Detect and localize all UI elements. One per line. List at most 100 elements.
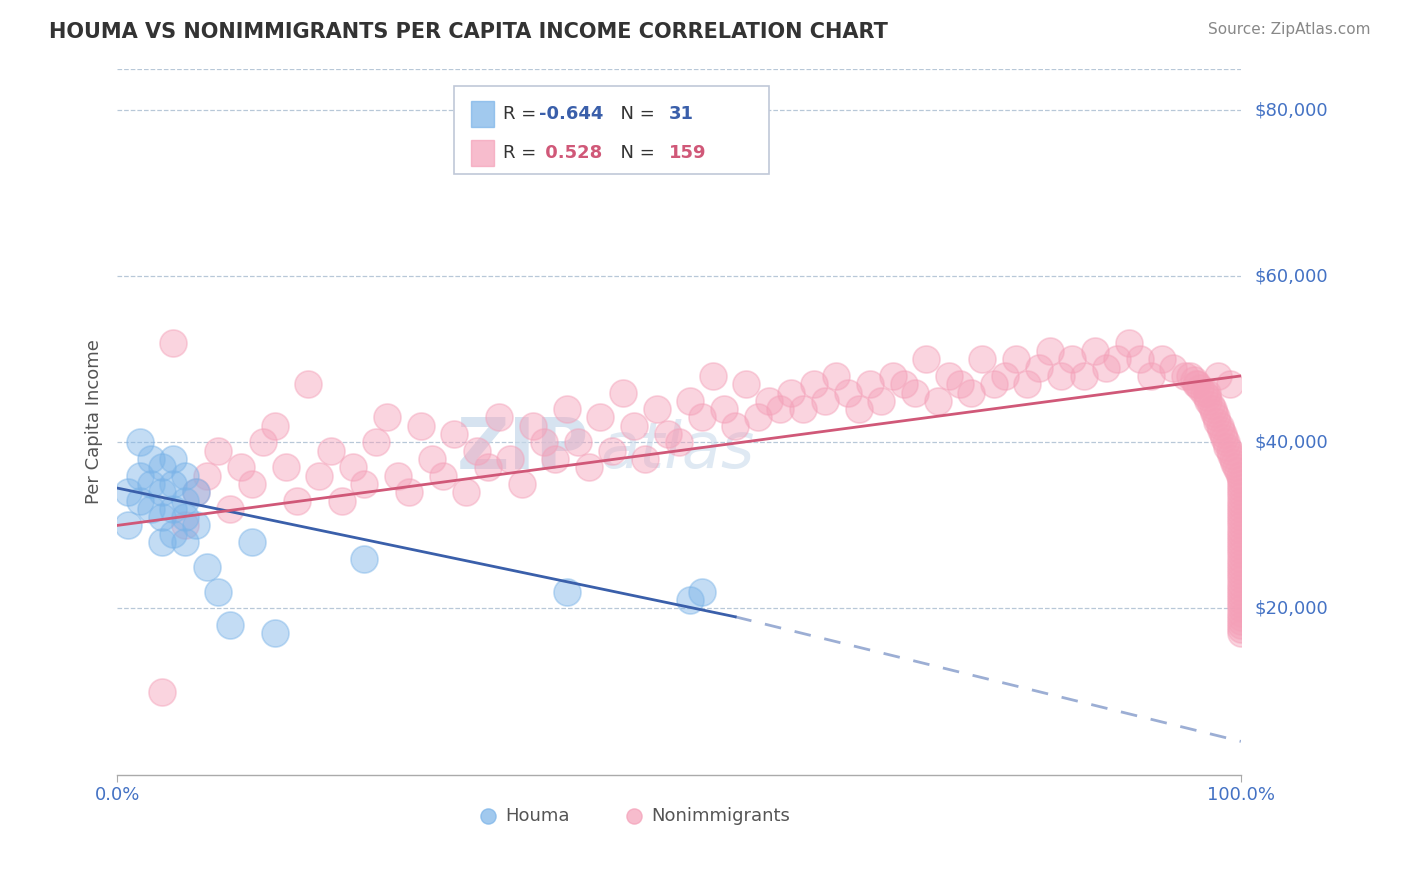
Point xyxy=(1208,418,1230,433)
Point xyxy=(1230,518,1253,533)
Point xyxy=(1230,593,1253,607)
Point xyxy=(949,377,972,392)
Point xyxy=(1202,406,1225,420)
Point xyxy=(1199,398,1222,412)
Point xyxy=(1213,431,1236,445)
Point xyxy=(679,593,702,607)
Point xyxy=(1230,618,1253,632)
Point xyxy=(893,377,915,392)
Point xyxy=(240,476,263,491)
Point xyxy=(1230,568,1253,582)
Point xyxy=(555,585,578,599)
Point xyxy=(1230,585,1253,599)
Point xyxy=(150,485,173,500)
Point xyxy=(1050,368,1073,383)
Point xyxy=(218,618,240,632)
Point xyxy=(1226,465,1249,479)
Y-axis label: Per Capita Income: Per Capita Income xyxy=(86,339,103,504)
Point xyxy=(1230,506,1253,520)
Point xyxy=(1192,385,1215,400)
Point xyxy=(353,476,375,491)
Point xyxy=(477,767,499,781)
Text: $20,000: $20,000 xyxy=(1254,599,1329,617)
Point xyxy=(1219,377,1241,392)
Point xyxy=(713,402,735,417)
Point xyxy=(173,518,195,533)
Point xyxy=(443,427,465,442)
Point xyxy=(825,368,848,383)
Point xyxy=(488,410,510,425)
Point xyxy=(297,377,319,392)
Point xyxy=(162,335,184,350)
Point xyxy=(128,468,150,483)
FancyBboxPatch shape xyxy=(471,140,494,167)
Point xyxy=(285,493,308,508)
Point xyxy=(274,460,297,475)
Point xyxy=(1219,448,1241,462)
Point xyxy=(1230,526,1253,541)
Point xyxy=(983,377,1005,392)
Point xyxy=(848,402,870,417)
Point xyxy=(1230,601,1253,615)
Point xyxy=(263,626,285,640)
Point xyxy=(1202,402,1225,417)
Text: ZIP: ZIP xyxy=(457,416,589,484)
Point xyxy=(1129,352,1152,367)
Point xyxy=(1230,560,1253,574)
Point xyxy=(1185,377,1208,392)
Point xyxy=(994,368,1017,383)
Point xyxy=(1205,410,1227,425)
Point xyxy=(1230,622,1253,636)
Point xyxy=(859,377,882,392)
Point xyxy=(1230,609,1253,624)
Point xyxy=(1229,468,1251,483)
Point xyxy=(1152,352,1174,367)
Point xyxy=(612,385,634,400)
Point xyxy=(117,518,139,533)
Point xyxy=(1230,573,1253,587)
Point xyxy=(837,385,859,400)
Point xyxy=(702,368,724,383)
Point xyxy=(398,485,420,500)
Point xyxy=(1073,368,1095,383)
Point xyxy=(1230,523,1253,537)
Point xyxy=(432,468,454,483)
Point xyxy=(870,393,893,408)
Point xyxy=(150,510,173,524)
Point xyxy=(263,418,285,433)
Point xyxy=(1118,335,1140,350)
Point xyxy=(589,410,612,425)
Text: Nonimmigrants: Nonimmigrants xyxy=(651,806,790,824)
Point xyxy=(1208,368,1230,383)
Point xyxy=(173,510,195,524)
Point xyxy=(1005,352,1028,367)
Point xyxy=(623,418,645,433)
Point xyxy=(1230,581,1253,595)
Point xyxy=(1197,385,1219,400)
Point xyxy=(1230,473,1253,487)
Point xyxy=(1230,564,1253,578)
Point xyxy=(747,410,769,425)
Point xyxy=(308,468,330,483)
Point xyxy=(1189,381,1212,395)
Point xyxy=(1230,510,1253,524)
Point xyxy=(173,468,195,483)
Point xyxy=(1017,377,1039,392)
Point xyxy=(207,443,229,458)
Point xyxy=(499,452,522,467)
Point xyxy=(1230,539,1253,553)
Point xyxy=(792,402,814,417)
Point xyxy=(1230,489,1253,503)
Point xyxy=(454,485,477,500)
Point xyxy=(1230,493,1253,508)
Point xyxy=(128,435,150,450)
Point xyxy=(128,493,150,508)
Point xyxy=(184,485,207,500)
Point xyxy=(1197,393,1219,408)
Text: $80,000: $80,000 xyxy=(1254,101,1329,119)
Point xyxy=(150,460,173,475)
Point xyxy=(139,476,162,491)
Point xyxy=(1222,452,1244,467)
Point xyxy=(1174,368,1197,383)
Point xyxy=(1230,589,1253,603)
